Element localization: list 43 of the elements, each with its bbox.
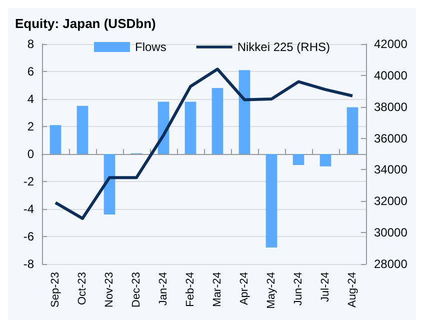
chart-title: Equity: Japan (USDbn) bbox=[15, 16, 156, 31]
x-tick-label: Jun-24 bbox=[292, 272, 304, 306]
bar bbox=[212, 88, 224, 154]
x-tick-label: Oct-23 bbox=[76, 272, 88, 306]
y2-tick-label: 34000 bbox=[374, 162, 408, 177]
x-tick-label: Sep-23 bbox=[50, 272, 62, 308]
x-tick-label: Apr-24 bbox=[238, 272, 250, 306]
bar bbox=[346, 107, 358, 154]
x-tick-label: Jul-24 bbox=[320, 272, 332, 302]
y2-tick-label: 40000 bbox=[374, 68, 408, 82]
y-tick-label: 6 bbox=[27, 64, 34, 78]
y-tick-label: -4 bbox=[23, 202, 34, 216]
x-tick-label: Nov-23 bbox=[104, 272, 116, 308]
bar bbox=[238, 70, 250, 154]
y2-tick-label: 32000 bbox=[374, 194, 408, 208]
bar bbox=[50, 125, 62, 154]
y-tick-label: -2 bbox=[23, 174, 34, 188]
x-tick-label: Dec-23 bbox=[130, 272, 142, 308]
bar bbox=[292, 154, 304, 165]
y-tick-label: 2 bbox=[27, 120, 34, 134]
x-tick-label: Feb-24 bbox=[184, 272, 196, 307]
line-series bbox=[54, 68, 354, 220]
y-tick-label: 4 bbox=[27, 92, 34, 106]
y-tick-label: 0 bbox=[27, 147, 34, 161]
x-tick-label: Aug-24 bbox=[346, 272, 358, 308]
legend-label: Flows bbox=[134, 40, 166, 54]
y-tick-label: -6 bbox=[23, 230, 34, 244]
bar bbox=[76, 106, 88, 154]
y-tick-label: 8 bbox=[27, 37, 34, 51]
bar bbox=[266, 154, 278, 248]
x-tick-label: Mar-24 bbox=[212, 272, 224, 307]
y2-tick-label: 28000 bbox=[374, 257, 408, 271]
y2-tick-label: 42000 bbox=[374, 37, 408, 51]
x-tick-label: Jan-24 bbox=[158, 272, 170, 306]
legend-label: Nikkei 225 (RHS) bbox=[237, 40, 330, 54]
y2-tick-label: 36000 bbox=[374, 131, 408, 146]
y2-tick-label: 30000 bbox=[374, 226, 408, 240]
bar bbox=[104, 154, 116, 214]
y-tick-label: -8 bbox=[23, 257, 34, 271]
y2-tick-label: 38000 bbox=[374, 100, 408, 114]
bar bbox=[320, 154, 332, 166]
bar bbox=[184, 102, 196, 154]
x-tick-label: May-24 bbox=[266, 272, 278, 309]
